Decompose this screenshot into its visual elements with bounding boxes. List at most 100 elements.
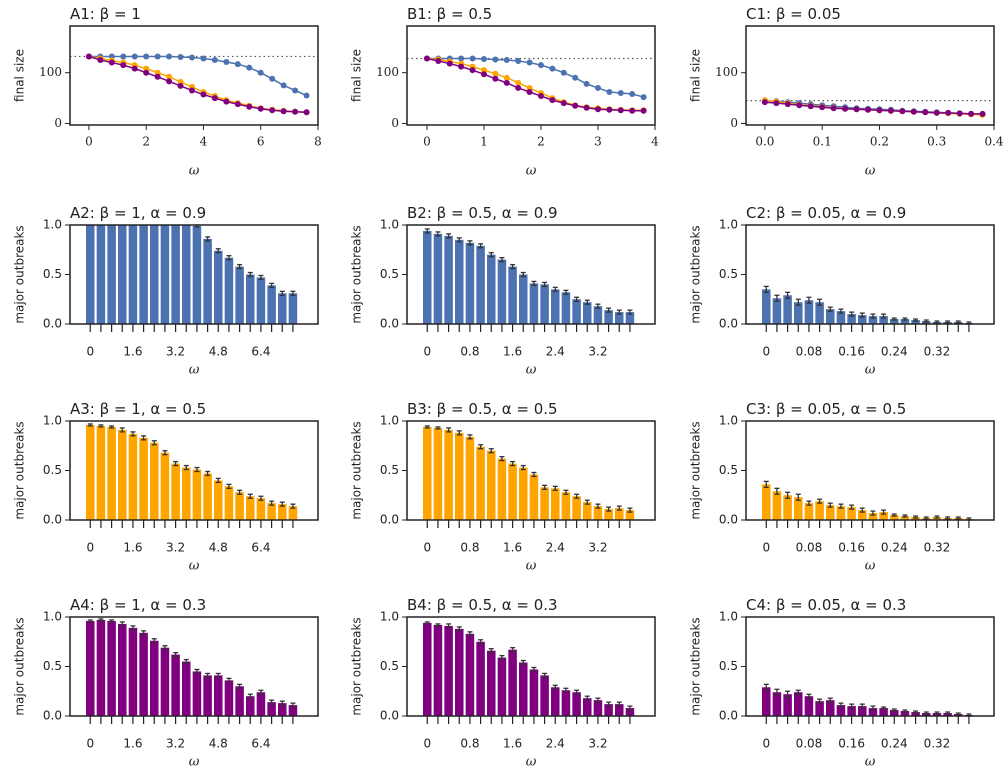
panel: C3: β = 0.05, α = 0.5 major outbreaks ω 0.0… (689, 400, 995, 574)
data-point (945, 109, 952, 116)
bar (267, 503, 276, 520)
plot-frame (745, 224, 995, 325)
x-tick-label: 2 (142, 135, 150, 149)
bar (214, 250, 223, 324)
bar (214, 675, 223, 716)
bar (192, 225, 202, 324)
data-point (280, 108, 287, 115)
bar (783, 694, 792, 716)
bar (128, 225, 138, 324)
bar (86, 424, 95, 520)
data-point (640, 94, 647, 101)
bar (224, 486, 234, 520)
data-point (188, 87, 195, 94)
panel-title: C2: β = 0.05, α = 0.9 (746, 204, 906, 222)
panel: B2: β = 0.5, α = 0.9 major outbreaks ω 0.0 0… (350, 204, 656, 378)
x-tick-label: 0.08 (796, 737, 823, 751)
data-point (188, 54, 195, 61)
y-tick-label: 0.5 (719, 659, 738, 673)
bar (139, 437, 148, 520)
x-tick-label: 0 (423, 135, 431, 149)
bar (455, 628, 464, 716)
bar (246, 274, 255, 324)
data-point (594, 106, 601, 113)
data-point (503, 79, 510, 86)
panel: C1: β = 0.05 final size ω 0 100 0.0 0.1 0.2 0.3 0… (689, 5, 1004, 179)
data-point (819, 104, 826, 111)
panel-title: C3: β = 0.05, α = 0.5 (746, 400, 906, 418)
y-tick-label: 1.0 (380, 218, 399, 232)
bar (540, 284, 549, 324)
plot-frame (406, 420, 656, 521)
data-point (853, 106, 860, 113)
bar (572, 299, 581, 324)
data-point (594, 84, 601, 91)
y-axis-label: final size (689, 49, 703, 102)
data-point (446, 60, 453, 67)
bar (235, 266, 244, 324)
bar (804, 503, 814, 520)
y-tick-label: 0.5 (43, 267, 62, 281)
bar (487, 650, 496, 716)
x-tick-label: 1 (480, 135, 488, 149)
x-axis-label: ω (865, 363, 876, 378)
y-tick-label: 0.0 (43, 709, 62, 723)
data-point (910, 108, 917, 115)
y-tick-label: 0.5 (380, 267, 399, 281)
bar (444, 235, 453, 324)
bar (890, 515, 899, 520)
y-tick-label: 0.0 (719, 709, 738, 723)
data-point (154, 53, 161, 60)
y-tick-label: 0.0 (43, 513, 62, 527)
bar (879, 512, 888, 520)
y-axis-label: major outbreaks (689, 225, 703, 323)
bar (529, 283, 539, 324)
plot-frame (745, 25, 995, 126)
y-axis-label: major outbreaks (13, 225, 27, 323)
bar (858, 706, 867, 716)
bar (267, 285, 276, 324)
data-point (537, 62, 544, 69)
data-point (864, 106, 871, 113)
x-tick-label: 0 (86, 541, 94, 555)
y-axis-label: final size (350, 49, 364, 102)
x-tick-label: 0 (85, 135, 93, 149)
bar (497, 259, 507, 324)
data-point (292, 87, 299, 94)
y-tick-label: 1.0 (719, 610, 738, 624)
bar (540, 675, 549, 716)
bar (278, 504, 287, 520)
bar (128, 627, 138, 716)
data-point (200, 55, 207, 62)
bar (224, 257, 234, 324)
y-tick-label: 0 (730, 116, 738, 130)
x-tick-label: 0.8 (460, 345, 479, 359)
bar (879, 316, 888, 324)
x-tick-label: 2.4 (546, 345, 565, 359)
plot-frame (406, 25, 656, 126)
bar (444, 625, 453, 716)
x-tick-label: 0.16 (838, 345, 865, 359)
bar (150, 442, 159, 520)
bar (107, 426, 116, 520)
x-tick-label: 0.24 (881, 737, 908, 751)
y-tick-label: 0.5 (719, 463, 738, 477)
x-tick-label: 3.2 (588, 345, 607, 359)
x-tick-label: 1.6 (123, 541, 142, 555)
data-point (423, 55, 430, 62)
bar (171, 225, 180, 324)
x-tick-label: 3.2 (166, 737, 185, 751)
bar (826, 309, 835, 324)
y-tick-label: 0.0 (719, 317, 738, 331)
bar (214, 480, 223, 520)
plot-frame (69, 25, 319, 126)
bar (847, 706, 856, 716)
bar (118, 429, 127, 520)
bar (762, 687, 771, 716)
bar (96, 225, 106, 324)
data-point (549, 97, 556, 104)
bar (604, 509, 613, 520)
x-axis-label: ω (865, 559, 876, 574)
x-tick-label: 0.3 (927, 135, 946, 149)
x-tick-label: 8 (314, 135, 322, 149)
